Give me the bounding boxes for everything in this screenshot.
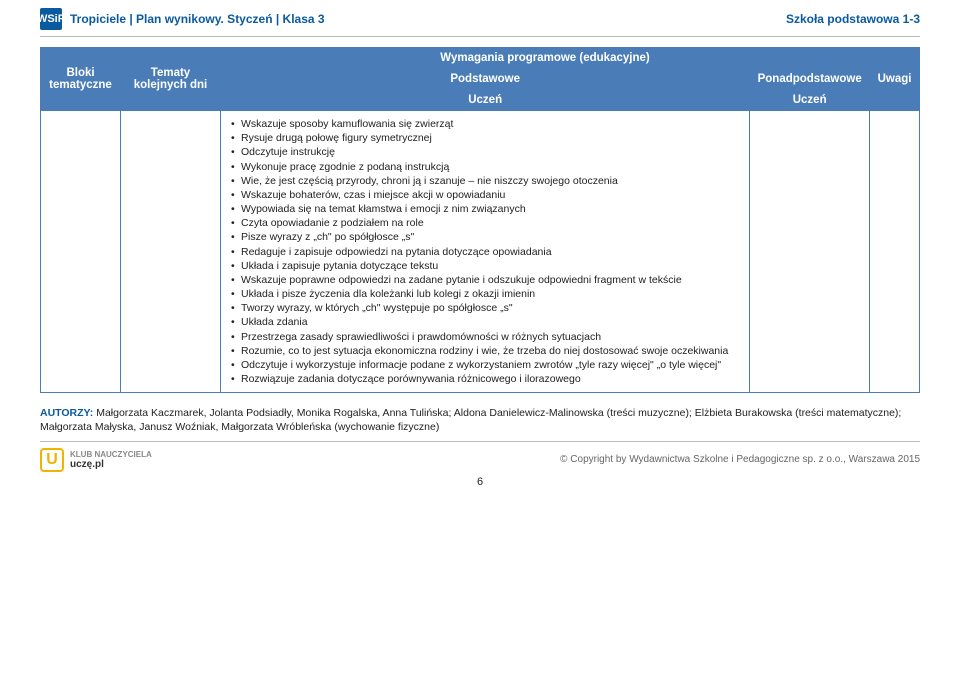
table-body-row: Wskazuje sposoby kamuflowania się zwierz… [41, 111, 920, 393]
authors-block: AUTORZY: Małgorzata Kaczmarek, Jolanta P… [40, 407, 920, 434]
list-item: Układa i pisze życzenia dla koleżanki lu… [231, 287, 739, 301]
cell-bloki [41, 111, 121, 393]
authors-text: Małgorzata Kaczmarek, Jolanta Podsiadły,… [40, 407, 901, 433]
cell-tematy [121, 111, 221, 393]
list-item: Wskazuje bohaterów, czas i miejsce akcji… [231, 188, 739, 202]
divider-top [40, 36, 920, 37]
list-item: Wskazuje sposoby kamuflowania się zwierz… [231, 117, 739, 131]
list-item: Wskazuje poprawne odpowiedzi na zadane p… [231, 273, 739, 287]
header-title: Tropiciele | Plan wynikowy. Styczeń | Kl… [70, 12, 325, 26]
footer-bar: U KLUB NAUCZYCIELA uczę.pl © Copyright b… [40, 448, 920, 472]
authors-label: AUTORZY: [40, 407, 93, 419]
col-uwagi: Uwagi [870, 48, 920, 111]
ucze-logo-icon: U [40, 448, 64, 472]
col-podstawowe: Podstawowe [221, 69, 750, 90]
footer-brand-name: uczę.pl [70, 459, 104, 470]
cell-podstawowe: Wskazuje sposoby kamuflowania się zwierz… [221, 111, 750, 393]
list-item: Rozwiązuje zadania dotyczące porównywani… [231, 372, 739, 386]
footer-brand: KLUB NAUCZYCIELA uczę.pl [70, 450, 152, 470]
col-tematy: Tematy kolejnych dni [121, 48, 221, 111]
list-item: Przestrzega zasady sprawiedliwości i pra… [231, 330, 739, 344]
list-item: Tworzy wyrazy, w których „ch" występuje … [231, 301, 739, 315]
divider-bottom [40, 441, 920, 442]
col-uczen-2: Uczeń [750, 90, 870, 111]
wsip-logo: WSiP [40, 8, 62, 30]
footer-left: U KLUB NAUCZYCIELA uczę.pl [40, 448, 152, 472]
footer-brand-sub: KLUB NAUCZYCIELA [70, 450, 152, 459]
col-ponadpodstawowe: Ponadpodstawowe [750, 69, 870, 90]
list-item: Rozumie, co to jest sytuacja ekonomiczna… [231, 344, 739, 358]
header-right: Szkoła podstawowa 1-3 [786, 12, 920, 26]
page-number: 6 [0, 476, 960, 488]
requirements-list: Wskazuje sposoby kamuflowania się zwierz… [231, 117, 739, 386]
col-bloki: Bloki tematyczne [41, 48, 121, 111]
cell-ponadpodstawowe [750, 111, 870, 393]
list-item: Wykonuje pracę zgodnie z podaną instrukc… [231, 160, 739, 174]
list-item: Pisze wyrazy z „ch" po spółgłosce „s" [231, 230, 739, 244]
list-item: Układa zdania [231, 315, 739, 329]
cell-uwagi [870, 111, 920, 393]
table-head-row1: Bloki tematyczne Tematy kolejnych dni Wy… [41, 48, 920, 69]
col-wymagania: Wymagania programowe (edukacyjne) [221, 48, 870, 69]
requirements-table: Bloki tematyczne Tematy kolejnych dni Wy… [40, 47, 920, 393]
list-item: Odczytuje i wykorzystuje informacje poda… [231, 358, 739, 372]
list-item: Układa i zapisuje pytania dotyczące teks… [231, 259, 739, 273]
footer-copyright: © Copyright by Wydawnictwa Szkolne i Ped… [560, 454, 920, 465]
list-item: Rysuje drugą połowę figury symetrycznej [231, 131, 739, 145]
list-item: Wypowiada się na temat kłamstwa i emocji… [231, 202, 739, 216]
page-header: WSiP Tropiciele | Plan wynikowy. Styczeń… [0, 0, 960, 34]
list-item: Wie, że jest częścią przyrody, chroni ją… [231, 174, 739, 188]
header-left: WSiP Tropiciele | Plan wynikowy. Styczeń… [40, 8, 325, 30]
main-content: Bloki tematyczne Tematy kolejnych dni Wy… [0, 47, 960, 393]
list-item: Redaguje i zapisuje odpowiedzi na pytani… [231, 245, 739, 259]
list-item: Odczytuje instrukcję [231, 145, 739, 159]
list-item: Czyta opowiadanie z podziałem na role [231, 216, 739, 230]
col-uczen-1: Uczeń [221, 90, 750, 111]
